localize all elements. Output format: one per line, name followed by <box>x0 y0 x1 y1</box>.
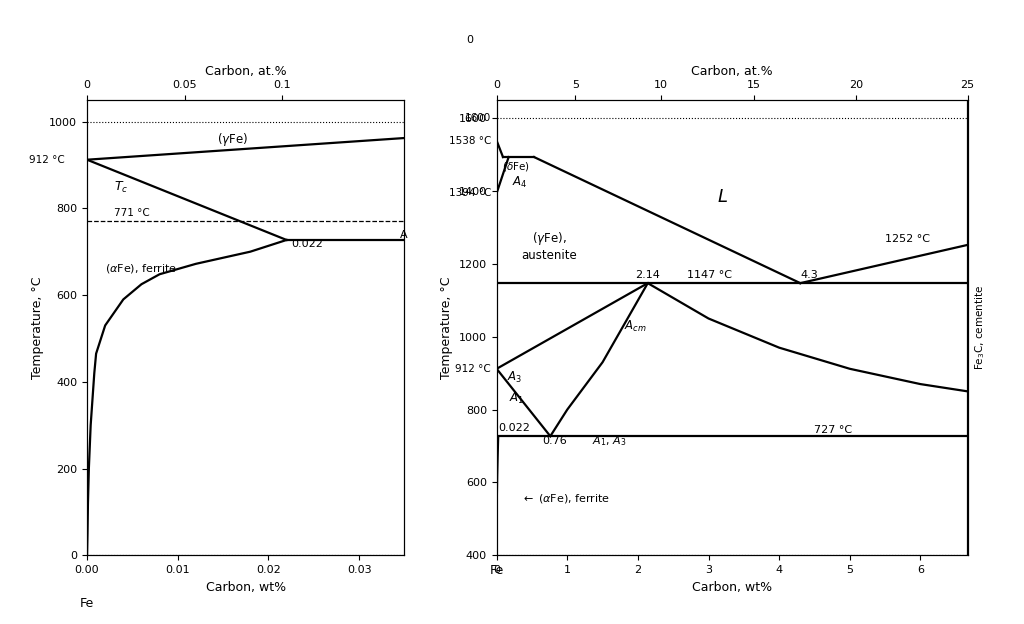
Text: A: A <box>400 230 408 240</box>
X-axis label: Carbon, wt%: Carbon, wt% <box>206 581 286 593</box>
Text: $T_c$: $T_c$ <box>115 180 129 195</box>
Text: 727 °C: 727 °C <box>814 426 853 436</box>
X-axis label: Carbon, wt%: Carbon, wt% <box>692 581 772 593</box>
Y-axis label: Temperature, °C: Temperature, °C <box>31 276 44 379</box>
Text: $A_3$: $A_3$ <box>507 369 522 384</box>
Text: ($\gamma$Fe): ($\gamma$Fe) <box>217 131 248 149</box>
Text: 912 °C: 912 °C <box>456 364 490 374</box>
Text: Fe: Fe <box>80 597 94 610</box>
X-axis label: Carbon, at.%: Carbon, at.% <box>691 64 773 77</box>
Text: $A_{cm}$: $A_{cm}$ <box>624 318 646 333</box>
Text: ($\delta$Fe): ($\delta$Fe) <box>503 160 530 173</box>
Text: $A_4$: $A_4$ <box>512 175 527 190</box>
Text: Fe$_3$C, cementite: Fe$_3$C, cementite <box>974 285 987 370</box>
X-axis label: Carbon, at.%: Carbon, at.% <box>205 64 287 77</box>
Text: 0.76: 0.76 <box>543 436 567 446</box>
Text: 1147 °C: 1147 °C <box>687 270 732 280</box>
Text: $A_1$: $A_1$ <box>509 391 524 406</box>
Text: L: L <box>718 188 728 206</box>
Text: ($\alpha$Fe), ferrite: ($\alpha$Fe), ferrite <box>105 261 177 275</box>
Text: 1600: 1600 <box>465 113 490 123</box>
Text: 0.022: 0.022 <box>499 424 530 434</box>
Text: 771 °C: 771 °C <box>115 208 150 218</box>
Text: 1538 °C: 1538 °C <box>449 135 490 145</box>
Text: 0.022: 0.022 <box>291 240 323 250</box>
Text: 1252 °C: 1252 °C <box>885 234 930 244</box>
Text: 0: 0 <box>466 35 473 45</box>
Text: 2.14: 2.14 <box>635 270 660 280</box>
Text: $\leftarrow$ ($\alpha$Fe), ferrite: $\leftarrow$ ($\alpha$Fe), ferrite <box>521 492 610 505</box>
Text: ($\gamma$Fe),
austenite: ($\gamma$Fe), austenite <box>522 230 578 261</box>
Text: 4.3: 4.3 <box>801 270 818 280</box>
Text: $A_1$, $A_3$: $A_1$, $A_3$ <box>592 434 627 448</box>
Text: 912 °C: 912 °C <box>29 155 65 165</box>
Text: 1394 °C: 1394 °C <box>449 188 490 198</box>
Text: Fe: Fe <box>489 565 504 577</box>
Y-axis label: Temperature, °C: Temperature, °C <box>440 276 454 379</box>
